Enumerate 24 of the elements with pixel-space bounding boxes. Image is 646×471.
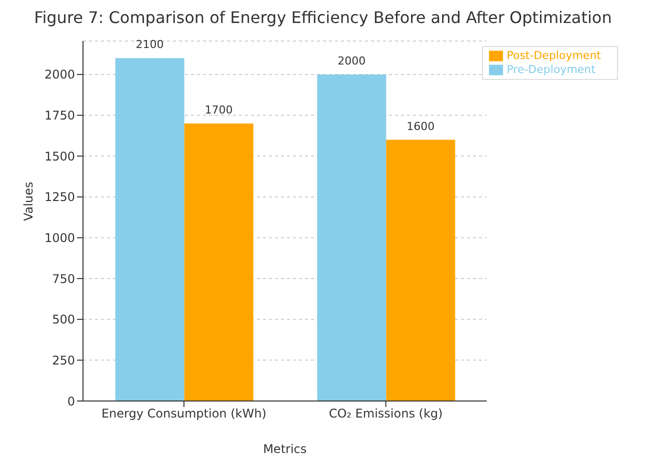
y-tick-label: 1500 <box>44 149 75 164</box>
chart-title: Figure 7: Comparison of Energy Efficiency Before and After Optimization <box>33 8 613 27</box>
y-tick-label: 1000 <box>44 230 75 245</box>
y-tick-label: 1750 <box>44 108 75 123</box>
y-tick-label: 2000 <box>44 68 75 82</box>
data-label: 2100 <box>136 38 164 52</box>
x-tick-label: Energy Consumption (kWh) <box>101 406 266 421</box>
x-axis-title: Metrics <box>263 442 307 456</box>
data-label: 2000 <box>338 54 366 68</box>
data-label: 1600 <box>406 120 435 133</box>
y-tick-label: 0 <box>67 394 75 408</box>
legend-label: Post-Deployment <box>506 49 601 62</box>
y-tick-label: 500 <box>52 312 75 327</box>
y-tick-label: 1250 <box>44 190 75 204</box>
bar <box>386 140 456 401</box>
bar <box>317 74 386 401</box>
data-label: 1700 <box>204 103 233 116</box>
y-tick-label: 750 <box>52 272 75 286</box>
bar <box>115 58 184 401</box>
x-tick-label: CO₂ Emissions (kg) <box>328 406 443 421</box>
legend-label: Pre-Deployment <box>506 63 596 76</box>
bar <box>184 123 254 401</box>
y-tick-label: 250 <box>52 353 75 368</box>
y-axis-title: Values <box>21 182 36 221</box>
